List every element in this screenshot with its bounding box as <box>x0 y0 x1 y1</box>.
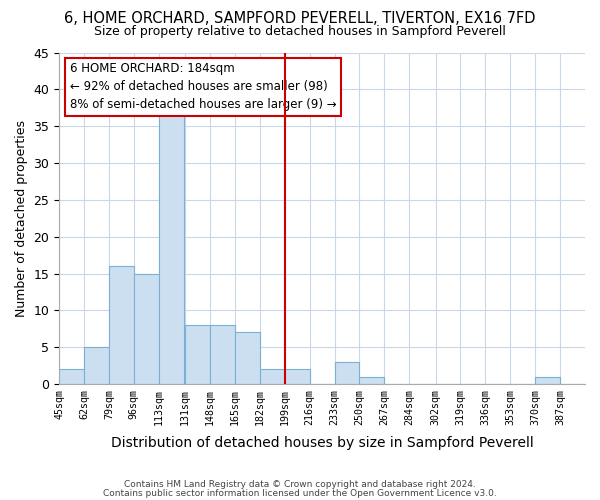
Bar <box>235 332 260 384</box>
Text: Contains HM Land Registry data © Crown copyright and database right 2024.: Contains HM Land Registry data © Crown c… <box>124 480 476 489</box>
Bar <box>109 266 134 384</box>
Text: Size of property relative to detached houses in Sampford Peverell: Size of property relative to detached ho… <box>94 25 506 38</box>
Bar <box>535 376 560 384</box>
Bar <box>185 325 210 384</box>
Bar <box>59 370 84 384</box>
X-axis label: Distribution of detached houses by size in Sampford Peverell: Distribution of detached houses by size … <box>111 436 533 450</box>
Bar <box>134 274 159 384</box>
Bar <box>285 370 310 384</box>
Bar <box>359 376 385 384</box>
Text: 6 HOME ORCHARD: 184sqm
← 92% of detached houses are smaller (98)
8% of semi-deta: 6 HOME ORCHARD: 184sqm ← 92% of detached… <box>70 62 336 112</box>
Bar <box>210 325 235 384</box>
Bar <box>84 347 109 384</box>
Y-axis label: Number of detached properties: Number of detached properties <box>15 120 28 317</box>
Text: 6, HOME ORCHARD, SAMPFORD PEVERELL, TIVERTON, EX16 7FD: 6, HOME ORCHARD, SAMPFORD PEVERELL, TIVE… <box>64 11 536 26</box>
Bar <box>335 362 359 384</box>
Bar <box>260 370 285 384</box>
Bar <box>159 112 184 384</box>
Text: Contains public sector information licensed under the Open Government Licence v3: Contains public sector information licen… <box>103 488 497 498</box>
